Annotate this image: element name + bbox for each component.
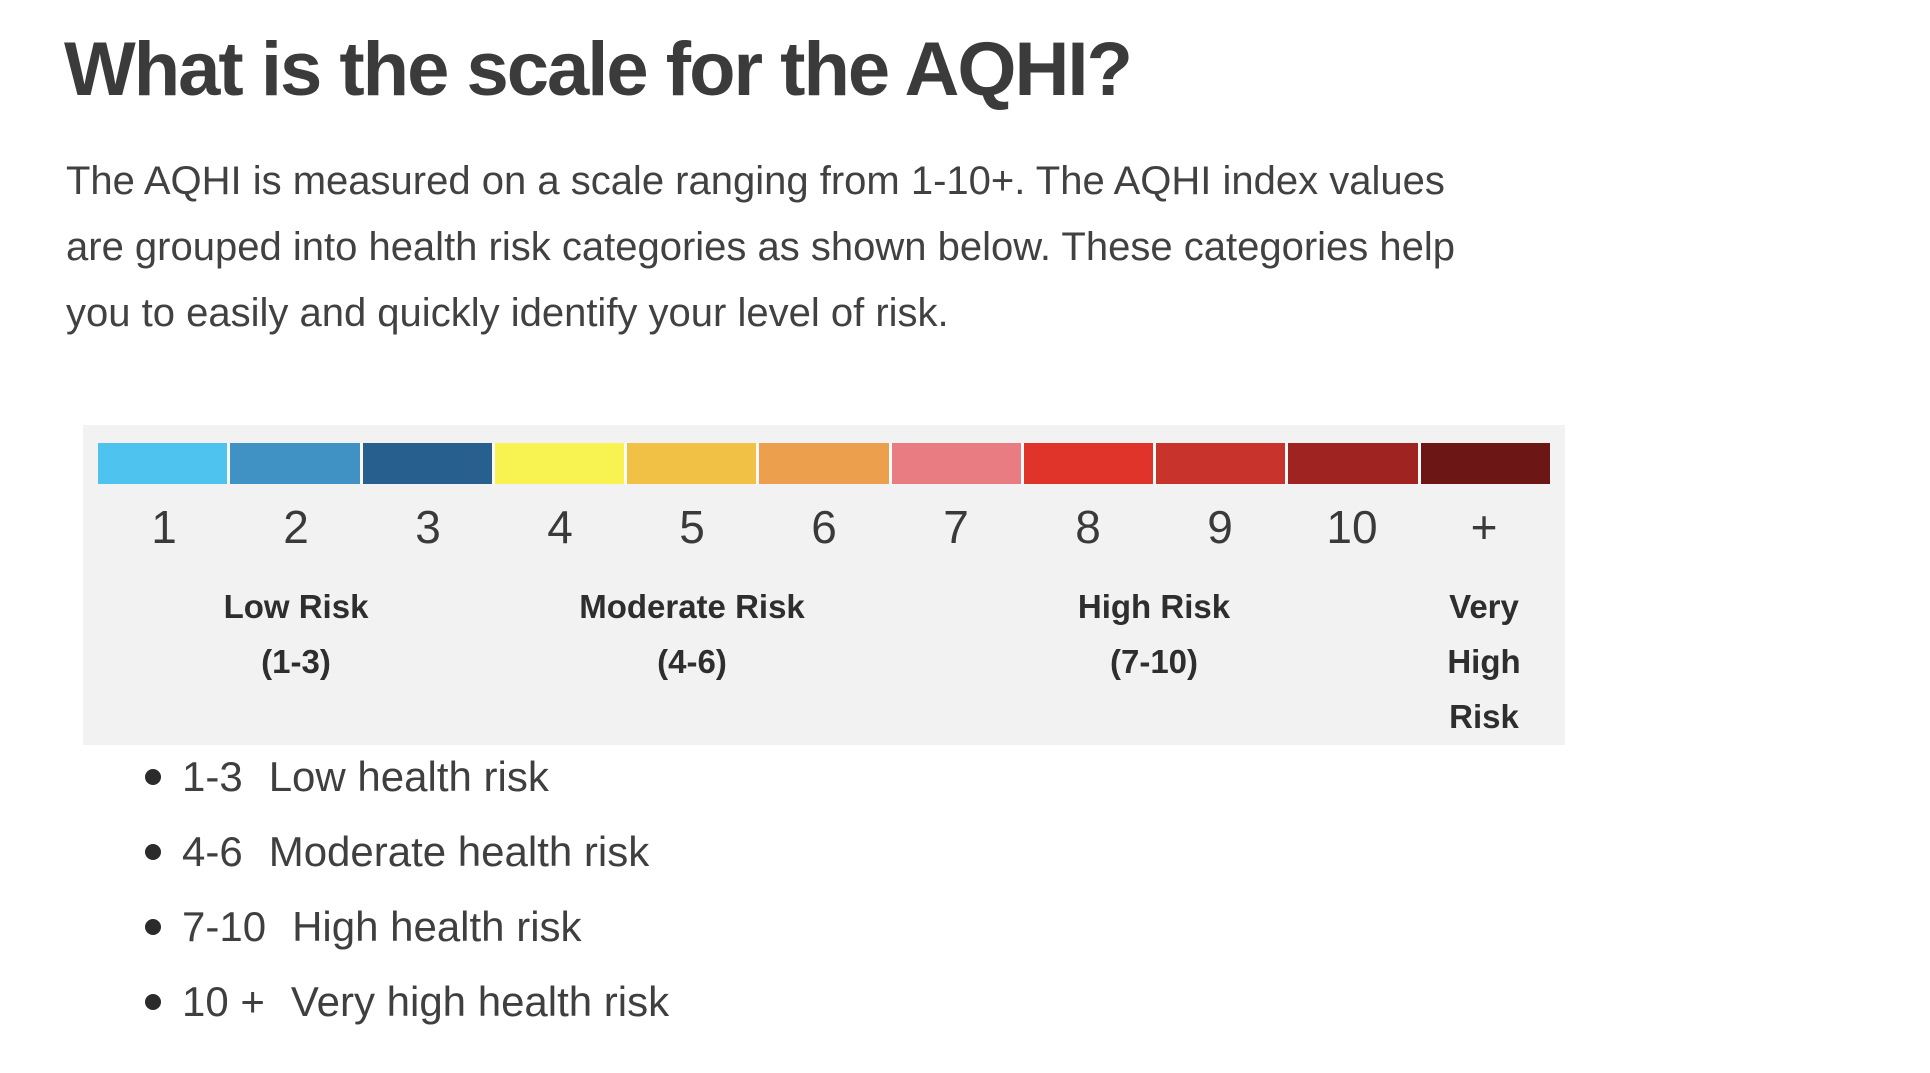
scale-segment-10	[1288, 443, 1418, 484]
scale-number-2: 2	[283, 501, 309, 553]
scale-number-6: 6	[811, 501, 837, 553]
bullet-dot-icon	[145, 919, 161, 935]
risk-list-item: 4-6 Moderate health risk	[145, 823, 669, 881]
scale-segment-9	[1156, 443, 1286, 484]
scale-segment-8	[1023, 443, 1154, 484]
scale-number-9: 9	[1207, 501, 1233, 553]
scale-segment-6	[759, 443, 889, 484]
scale-category: Low Risk (1-3)	[98, 579, 494, 744]
scale-category: High Risk (7-10)	[890, 579, 1418, 744]
scale-number-10: 10	[1326, 501, 1378, 553]
scale-number-3: 3	[415, 501, 441, 553]
scale-segment-1	[98, 443, 228, 484]
aqhi-scale-figure: 1 2 3 4 5 6 7 8 9 10 + Low Risk (1-3) Moderate Risk (…	[83, 425, 1565, 745]
scale-number-8: 8	[1075, 501, 1101, 553]
risk-item-range: 4-6	[182, 828, 243, 875]
intro-paragraph-line: you to easily and quickly identify your …	[66, 291, 949, 335]
risk-item-label: High health risk	[292, 903, 582, 950]
scale-number-5: 5	[679, 501, 705, 553]
bullet-dot-icon	[145, 844, 161, 860]
scale-category-row: Low Risk (1-3) Moderate Risk (4-6) High Risk…	[98, 579, 1550, 744]
intro-paragraph-line: The AQHI is measured on a scale ranging …	[66, 159, 1445, 203]
scale-category-label: Very High Risk	[1447, 588, 1521, 735]
scale-category: Moderate Risk (4-6)	[494, 579, 890, 744]
risk-item-range: 7-10	[182, 903, 267, 950]
scale-number-row: 1 2 3 4 5 6 7 8 9 10 +	[98, 500, 1550, 555]
scale-category: Very High Risk	[1418, 579, 1550, 744]
scale-category-range: (7-10)	[1109, 643, 1199, 680]
risk-item-range: 1-3	[182, 753, 243, 800]
risk-item-label: Low health risk	[268, 753, 549, 800]
intro-paragraph-line: are grouped into health risk categories …	[66, 225, 1456, 269]
bullet-dot-icon	[145, 769, 161, 785]
risk-item-label: Moderate health risk	[268, 828, 650, 875]
page-title: What is the scale for the AQHI?	[64, 27, 1133, 112]
scale-category-label: Low Risk	[223, 588, 369, 625]
scale-segment-3	[362, 443, 492, 484]
risk-item-label: Very high health risk	[290, 978, 670, 1025]
scale-number-7: 7	[943, 501, 969, 553]
scale-segment-4	[494, 443, 625, 484]
risk-list-item: 7-10 High health risk	[145, 898, 669, 956]
risk-list: 1-3 Low health risk 4-6 Moderate health ris…	[145, 748, 669, 1048]
scale-segment-7	[891, 443, 1021, 484]
scale-category-range: (4-6)	[657, 643, 727, 680]
scale-number-4: 4	[547, 501, 573, 553]
scale-color-bar	[98, 443, 1550, 484]
scale-number-+: +	[1470, 501, 1498, 553]
scale-category-label: Moderate Risk	[579, 588, 805, 625]
risk-item-range: 10 +	[182, 978, 265, 1025]
risk-list-item: 10 + Very high health risk	[145, 973, 669, 1031]
scale-segment-2	[230, 443, 360, 484]
scale-number-1: 1	[151, 501, 177, 553]
scale-segment-+	[1420, 443, 1550, 484]
risk-list-item: 1-3 Low health risk	[145, 748, 669, 806]
scale-category-range: (1-3)	[261, 643, 331, 680]
scale-category-label: High Risk	[1077, 588, 1231, 625]
scale-segment-5	[627, 443, 757, 484]
bullet-dot-icon	[145, 994, 161, 1010]
intro-paragraph: The AQHI is measured on a scale ranging …	[66, 148, 1455, 346]
